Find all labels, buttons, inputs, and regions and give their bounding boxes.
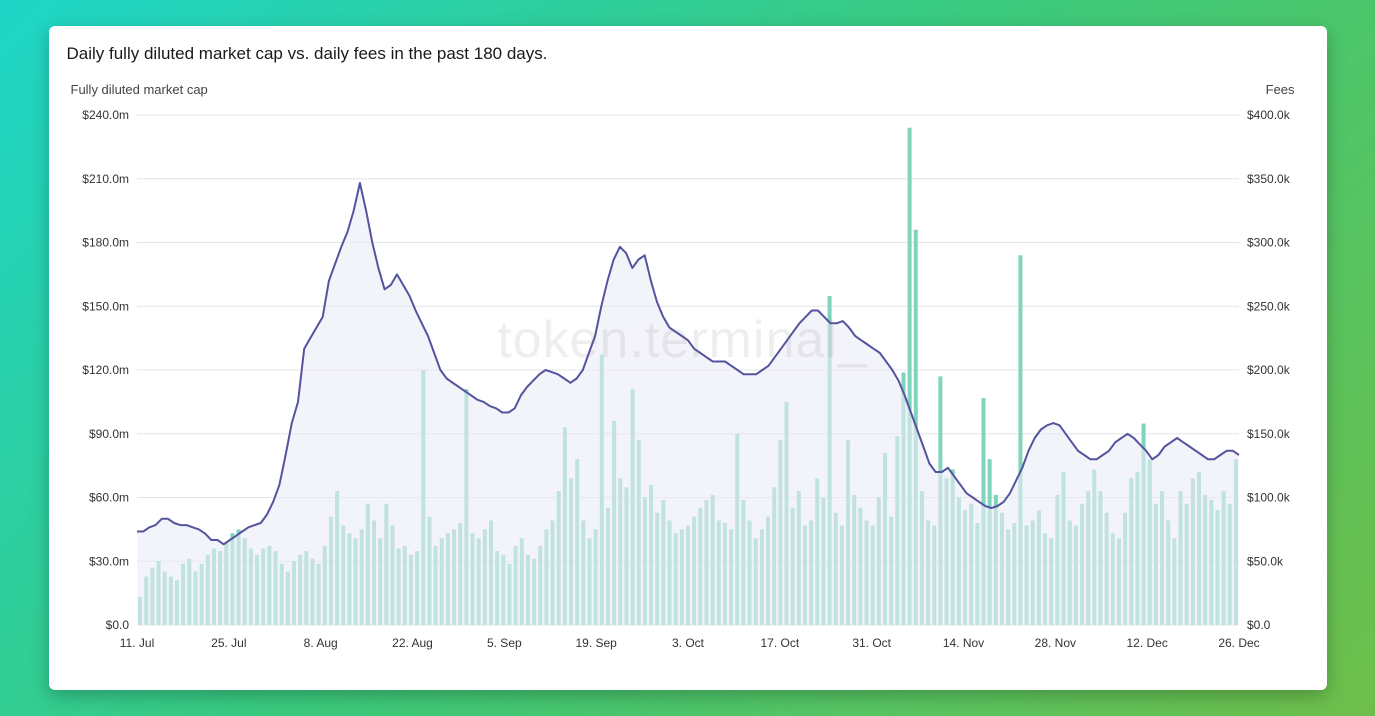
svg-text:$300.0k: $300.0k (1247, 236, 1291, 250)
svg-text:31. Oct: 31. Oct (852, 636, 891, 650)
svg-text:5. Sep: 5. Sep (486, 636, 521, 650)
svg-text:$0.0: $0.0 (1247, 618, 1271, 632)
svg-text:$210.0m: $210.0m (82, 172, 129, 186)
axis-labels-row: Fully diluted market cap Fees (67, 82, 1299, 97)
svg-text:$150.0m: $150.0m (82, 299, 129, 313)
svg-text:3. Oct: 3. Oct (671, 636, 704, 650)
left-axis-label: Fully diluted market cap (71, 82, 208, 97)
chart-title: Daily fully diluted market cap vs. daily… (67, 44, 1299, 64)
svg-text:$60.0m: $60.0m (88, 491, 128, 505)
svg-text:14. Nov: 14. Nov (942, 636, 983, 650)
chart-panel: Daily fully diluted market cap vs. daily… (49, 26, 1327, 690)
svg-text:$240.0m: $240.0m (82, 108, 129, 122)
svg-text:25. Jul: 25. Jul (211, 636, 246, 650)
svg-text:$30.0m: $30.0m (88, 554, 128, 568)
svg-text:11. Jul: 11. Jul (119, 636, 153, 650)
svg-text:$150.0k: $150.0k (1247, 427, 1291, 441)
svg-text:$180.0m: $180.0m (82, 236, 129, 250)
svg-text:$400.0k: $400.0k (1247, 108, 1291, 122)
right-axis-label: Fees (1266, 82, 1295, 97)
svg-text:17. Oct: 17. Oct (760, 636, 799, 650)
chart-svg: $0.0 $0.0 $30.0m $50.0k $60.0m $100.0k $90.0m $… (67, 105, 1299, 665)
svg-text:12. Dec: 12. Dec (1126, 636, 1167, 650)
svg-text:$0.0: $0.0 (105, 618, 129, 632)
svg-text:$350.0k: $350.0k (1247, 172, 1291, 186)
market-cap-area (137, 183, 1239, 625)
svg-text:28. Nov: 28. Nov (1034, 636, 1075, 650)
svg-text:$90.0m: $90.0m (88, 427, 128, 441)
svg-text:19. Sep: 19. Sep (575, 636, 617, 650)
svg-text:$100.0k: $100.0k (1247, 491, 1291, 505)
svg-text:$200.0k: $200.0k (1247, 363, 1291, 377)
svg-text:8. Aug: 8. Aug (303, 636, 337, 650)
svg-text:$250.0k: $250.0k (1247, 299, 1291, 313)
svg-text:22. Aug: 22. Aug (392, 636, 433, 650)
svg-text:$50.0k: $50.0k (1247, 554, 1284, 568)
chart-area: $0.0 $0.0 $30.0m $50.0k $60.0m $100.0k $90.0m $… (67, 105, 1299, 665)
svg-text:26. Dec: 26. Dec (1218, 636, 1259, 650)
svg-text:$120.0m: $120.0m (82, 363, 129, 377)
